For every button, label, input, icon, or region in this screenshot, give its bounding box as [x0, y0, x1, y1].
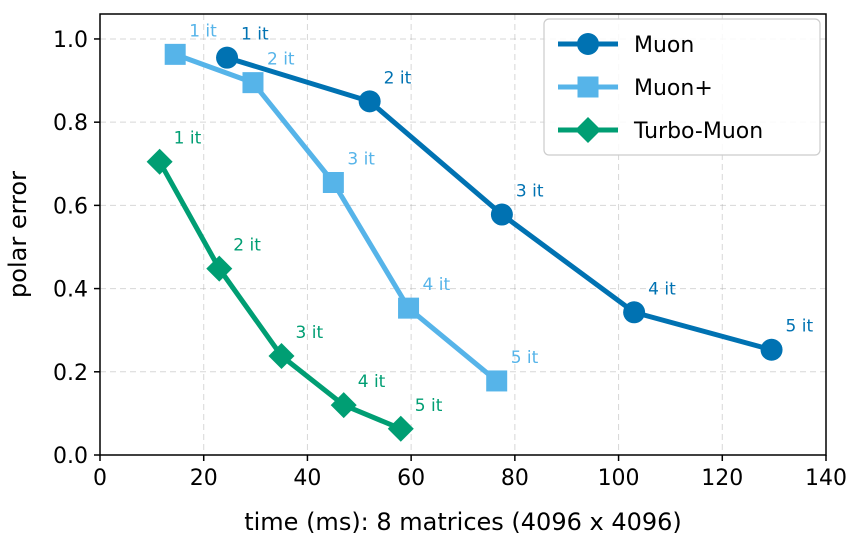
legend-marker — [577, 76, 599, 98]
point-label: 2 it — [267, 50, 295, 70]
point-label: 5 it — [786, 317, 814, 337]
data-point — [216, 46, 239, 69]
x-axis-label: time (ms): 8 matrices (4096 x 4096) — [244, 508, 682, 536]
data-point — [322, 171, 344, 193]
series-layer: 1 it 2 it 3 it 4 it 5 it 1 it 2 it 3 it 4 it 5 it… — [146, 21, 813, 442]
x-tick-label: 0 — [93, 466, 107, 491]
data-point — [398, 297, 420, 319]
point-label: 3 it — [347, 149, 375, 169]
x-tick-label: 20 — [190, 466, 218, 491]
legend-label: Muon — [634, 33, 694, 58]
legend-marker — [575, 117, 601, 143]
x-tick-label: 120 — [701, 466, 743, 491]
series-line — [174, 52, 499, 383]
point-label: 1 it — [174, 129, 202, 149]
point-label: 2 it — [233, 236, 261, 256]
data-point — [490, 203, 513, 226]
point-label: 2 it — [384, 68, 412, 88]
point-label: 3 it — [296, 323, 324, 343]
data-point — [206, 255, 233, 282]
series-turbo-muon: 1 it 2 it 3 it 4 it 5 it — [146, 129, 443, 442]
x-tick-label: 40 — [293, 466, 321, 491]
data-point — [358, 90, 381, 113]
point-label: 3 it — [516, 182, 544, 202]
series-muon: 1 it 2 it 3 it 4 it 5 it — [216, 25, 813, 361]
data-point — [387, 415, 414, 442]
point-label: 1 it — [189, 21, 217, 41]
legend-item: Muon — [558, 33, 694, 58]
x-tick-label: 100 — [598, 466, 640, 491]
y-tick-label: 0.4 — [53, 278, 88, 303]
legend-item: Turbo-Muon — [558, 117, 763, 144]
point-label: 5 it — [415, 396, 443, 416]
y-tick-label: 0.0 — [53, 444, 88, 469]
data-point — [146, 148, 173, 175]
data-point — [268, 342, 295, 369]
y-tick-label: 0.6 — [53, 194, 88, 219]
legend-label: Muon+ — [634, 76, 713, 101]
data-point — [164, 43, 186, 65]
data-point — [486, 370, 508, 392]
point-label: 1 it — [241, 25, 269, 45]
y-tick-label: 1.0 — [53, 28, 88, 53]
y-axis-label: polar error — [4, 171, 32, 298]
data-point — [623, 301, 646, 324]
x-tick-label: 140 — [805, 466, 847, 491]
legend-item: Muon+ — [558, 76, 713, 101]
legend-box — [543, 18, 821, 156]
legend-marker — [577, 33, 599, 55]
x-tick-label: 80 — [501, 466, 529, 491]
legend: Muon Muon+ Turbo-Muon — [543, 18, 821, 156]
y-tick-label: 0.2 — [53, 361, 88, 386]
data-point — [760, 338, 783, 361]
point-label: 4 it — [358, 372, 386, 392]
point-label: 5 it — [511, 348, 539, 368]
plot-frame — [99, 13, 827, 456]
legend-label: Turbo-Muon — [633, 119, 763, 144]
axes: 0 20 40 60 80 100 120 140 0.0 0.2 0.4 0.6 0.8 1.0 — [53, 28, 847, 491]
data-point — [330, 392, 357, 419]
series-muon-: 1 it 2 it 3 it 4 it 5 it — [164, 21, 539, 392]
data-point — [242, 72, 264, 94]
y-tick-label: 0.8 — [53, 111, 88, 136]
point-label: 4 it — [423, 275, 451, 295]
x-tick-label: 60 — [397, 466, 425, 491]
point-label: 4 it — [648, 279, 676, 299]
